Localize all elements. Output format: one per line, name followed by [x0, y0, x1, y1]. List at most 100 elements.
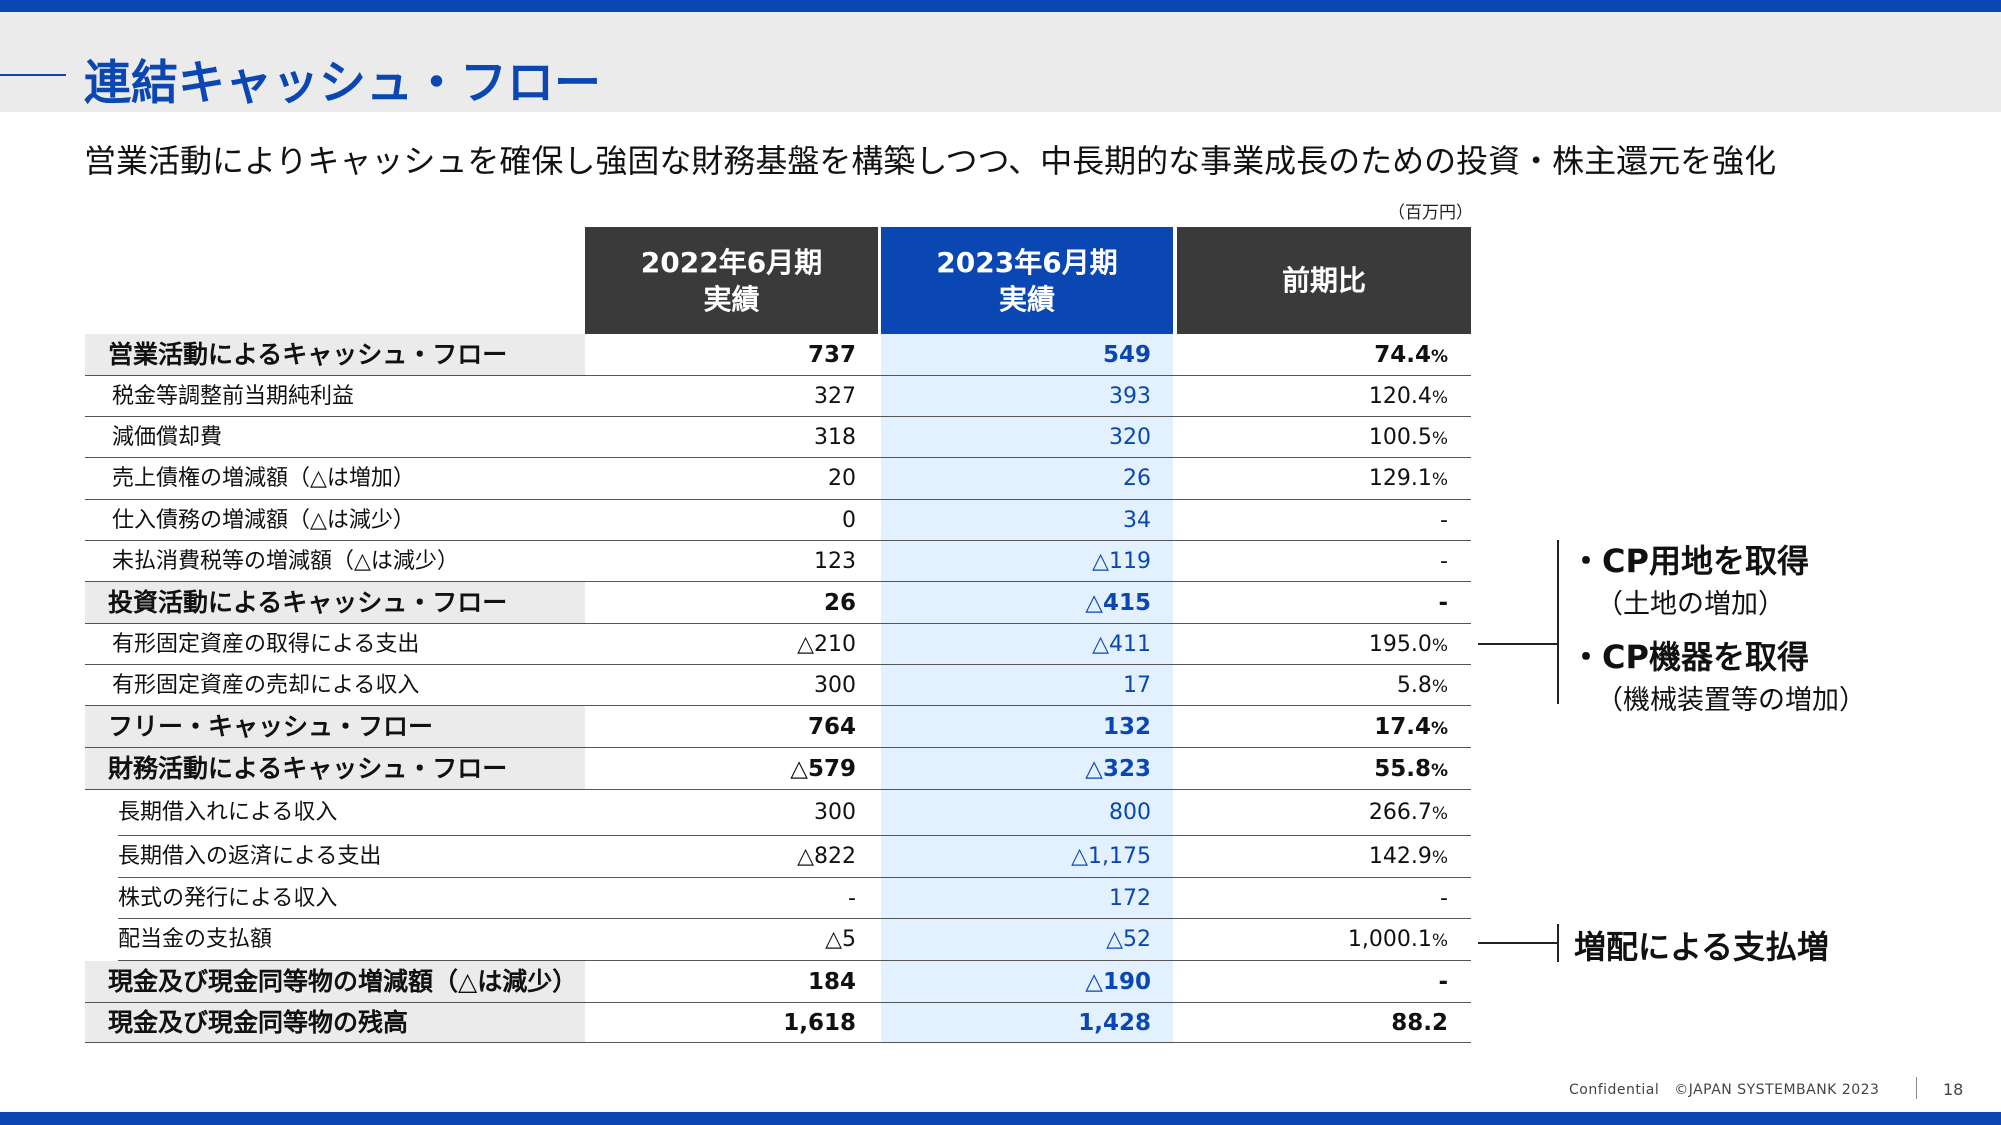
column-header-line2: 実績 — [998, 282, 1055, 316]
table-row: 減価償却費 318 320 100.5% — [0, 417, 2001, 458]
value-yoy-unit: % — [1431, 848, 1448, 868]
value-yoy-unit: % — [1431, 677, 1448, 697]
row-label: 長期借入れによる収入 — [118, 800, 338, 825]
table-row: 財務活動によるキャッシュ・フロー △579 △323 55.8% — [0, 748, 2001, 790]
row-divider — [85, 499, 1471, 500]
value-fy2023: △411 — [1092, 632, 1151, 657]
value-yoy: 74.4% — [1177, 334, 1448, 378]
row-divider — [85, 789, 1471, 790]
value-fy2022: △579 — [790, 756, 856, 782]
connector-line-investment — [1478, 643, 1558, 645]
row-divider — [85, 1002, 1471, 1003]
value-yoy-number: 74.4 — [1374, 342, 1431, 368]
value-fy2023: 800 — [1109, 800, 1151, 825]
row-divider — [118, 960, 1471, 961]
row-label-background — [85, 748, 585, 790]
value-yoy-unit: % — [1431, 470, 1448, 490]
footer-divider — [1916, 1077, 1917, 1099]
row-label: 営業活動によるキャッシュ・フロー — [108, 340, 508, 369]
table-row: 有形固定資産の売却による収入 300 17 5.8% — [0, 665, 2001, 706]
value-fy2023: △323 — [1085, 756, 1151, 782]
confidential-label: Confidential — [1569, 1082, 1660, 1098]
row-label-background — [85, 1003, 585, 1043]
bracket-line-dividend — [1557, 924, 1559, 962]
value-fy2023: △1,175 — [1071, 844, 1151, 869]
row-divider — [85, 457, 1471, 458]
table-row: 長期借入の返済による支出 △822 △1,175 142.9% — [0, 836, 2001, 878]
header-accent-line — [0, 74, 66, 76]
row-label: フリー・キャッシュ・フロー — [108, 712, 434, 741]
value-yoy: 129.1% — [1177, 458, 1448, 501]
copyright-label: ©JAPAN SYSTEMBANK 2023 — [1674, 1082, 1880, 1098]
table-row: 税金等調整前当期純利益 327 393 120.4% — [0, 376, 2001, 417]
connector-line-dividend — [1478, 942, 1558, 944]
table-row: フリー・キャッシュ・フロー 764 132 17.4% — [0, 706, 2001, 748]
value-yoy-number: 129.1 — [1368, 466, 1432, 491]
row-label: 有形固定資産の売却による収入 — [112, 673, 420, 698]
value-yoy-number: 266.7 — [1368, 800, 1432, 825]
value-fy2023: 549 — [1102, 342, 1151, 368]
annotation-investment-item2-sub: （機械装置等の増加） — [1596, 685, 1866, 716]
row-label: 減価償却費 — [112, 425, 223, 450]
value-fy2022: 20 — [828, 466, 856, 491]
row-label: 株式の発行による収入 — [118, 886, 338, 911]
value-yoy: - — [1177, 500, 1448, 543]
row-label: 売上債権の増減額（△は増加） — [112, 466, 415, 491]
value-yoy-number: - — [1440, 508, 1448, 533]
value-fy2022: 300 — [814, 673, 856, 698]
value-yoy-unit: % — [1431, 636, 1448, 656]
unit-label: （百万円） — [1388, 203, 1473, 223]
row-divider — [85, 1042, 1471, 1043]
value-yoy-unit: % — [1431, 804, 1448, 824]
value-yoy: - — [1177, 961, 1448, 1005]
row-divider — [85, 747, 1471, 748]
value-yoy-number: 55.8 — [1374, 756, 1431, 782]
value-yoy-number: 1,000.1 — [1347, 927, 1432, 952]
annotation-investment-item1: ・CP用地を取得 — [1570, 542, 1809, 580]
value-fy2022: 764 — [807, 714, 856, 740]
value-fy2023: 34 — [1123, 508, 1151, 533]
row-label-background — [85, 334, 585, 376]
row-label: 仕入債務の増減額（△は減少） — [112, 508, 415, 533]
value-yoy-number: 142.9 — [1368, 844, 1432, 869]
value-yoy-unit: % — [1431, 429, 1448, 449]
footer-text: Confidential ©JAPAN SYSTEMBANK 2023 — [1569, 1082, 1879, 1098]
row-label: 未払消費税等の増減額（△は減少） — [112, 549, 459, 574]
table-row: 営業活動によるキャッシュ・フロー 737 549 74.4% — [0, 334, 2001, 376]
table-row: 仕入債務の増減額（△は減少） 0 34 - — [0, 500, 2001, 541]
value-yoy-number: 195.0 — [1368, 632, 1432, 657]
value-fy2023: △190 — [1085, 969, 1151, 995]
column-header-line1: 2022年6月期 — [640, 245, 823, 279]
value-yoy: - — [1177, 582, 1448, 626]
value-yoy: 142.9% — [1177, 836, 1448, 879]
row-label: 財務活動によるキャッシュ・フロー — [108, 754, 508, 783]
annotation-dividend: 増配による支払増 — [1574, 928, 1830, 966]
value-yoy-number: 100.5 — [1368, 425, 1432, 450]
bracket-line-investment — [1557, 540, 1559, 704]
row-label: 税金等調整前当期純利益 — [112, 384, 355, 409]
value-fy2022: 123 — [814, 549, 856, 574]
value-yoy: 55.8% — [1177, 748, 1448, 792]
row-divider — [85, 416, 1471, 417]
bullet-icon: ・ — [1570, 638, 1603, 676]
row-label: 現金及び現金同等物の残高 — [108, 1008, 409, 1037]
value-yoy-unit: % — [1430, 761, 1448, 781]
value-yoy-number: 120.4 — [1368, 384, 1432, 409]
row-label: 投資活動によるキャッシュ・フロー — [108, 588, 508, 617]
table-row: 投資活動によるキャッシュ・フロー 26 △415 - — [0, 582, 2001, 624]
table-row: 売上債権の増減額（△は増加） 20 26 129.1% — [0, 458, 2001, 500]
row-label-background — [85, 582, 585, 624]
table-row: 未払消費税等の増減額（△は減少） 123 △119 - — [0, 541, 2001, 582]
value-fy2022: 26 — [823, 590, 856, 616]
value-yoy-number: 17.4 — [1374, 714, 1431, 740]
column-header-fy2022: 2022年6月期 実績 — [585, 227, 878, 334]
row-divider — [118, 835, 1471, 836]
bullet-icon: ・ — [1570, 542, 1603, 580]
value-fy2023: △119 — [1092, 549, 1151, 574]
column-header-line2: 実績 — [703, 282, 760, 316]
page-number: 18 — [1943, 1080, 1964, 1099]
column-header-line1: 2023年6月期 — [936, 245, 1118, 279]
value-yoy: 195.0% — [1177, 624, 1448, 667]
value-yoy: 88.2 — [1177, 1003, 1448, 1045]
column-header-line1: 前期比 — [1281, 264, 1366, 297]
